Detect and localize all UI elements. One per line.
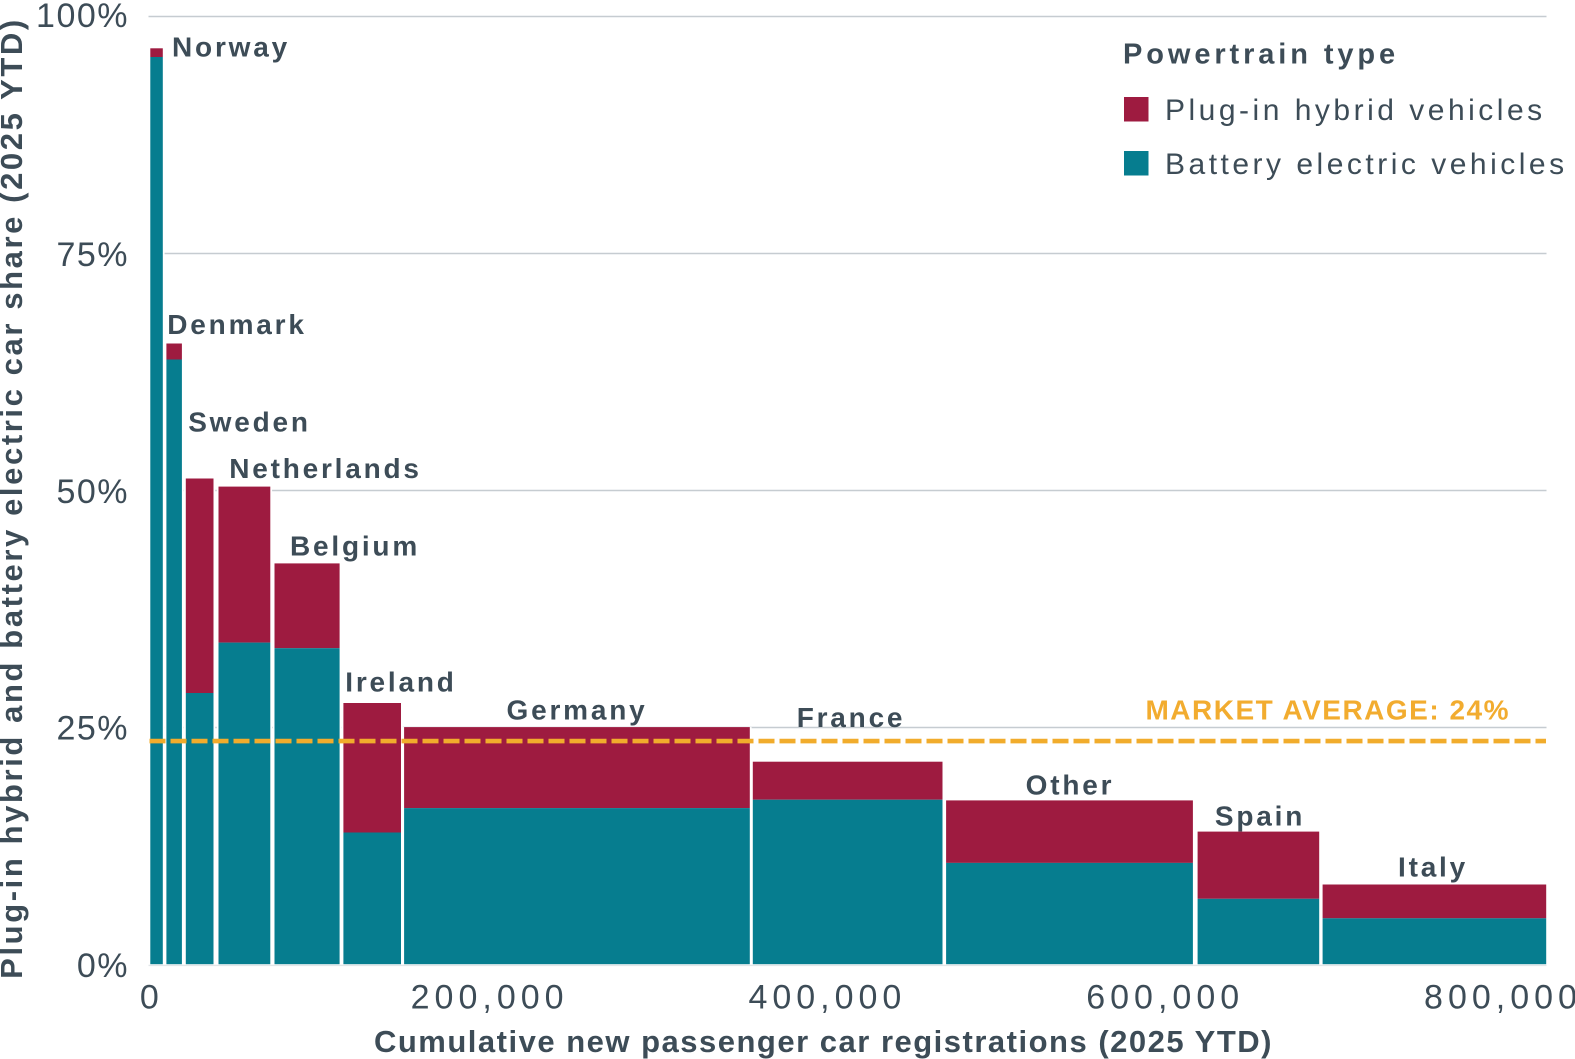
- svg-text:Germany: Germany: [507, 695, 648, 726]
- svg-text:50%: 50%: [56, 473, 129, 511]
- svg-text:75%: 75%: [56, 236, 129, 274]
- svg-text:Norway: Norway: [172, 32, 290, 63]
- svg-text:0: 0: [140, 979, 164, 1017]
- svg-text:Powertrain type: Powertrain type: [1123, 39, 1399, 71]
- svg-text:100%: 100%: [36, 0, 129, 35]
- svg-text:25%: 25%: [56, 710, 129, 748]
- svg-text:0%: 0%: [77, 947, 129, 985]
- svg-text:Belgium: Belgium: [290, 531, 420, 562]
- svg-text:France: France: [797, 702, 906, 733]
- svg-text:Battery electric vehicles: Battery electric vehicles: [1165, 148, 1568, 181]
- svg-text:Other: Other: [1026, 770, 1115, 801]
- svg-text:MARKET AVERAGE: 24%: MARKET AVERAGE: 24%: [1145, 695, 1510, 726]
- svg-text:Cumulative new passenger car r: Cumulative new passenger car registratio…: [374, 1024, 1273, 1059]
- svg-text:Plug-in hybrid vehicles: Plug-in hybrid vehicles: [1165, 94, 1546, 127]
- svg-text:Plug-in hybrid and battery ele: Plug-in hybrid and battery electric car …: [0, 17, 29, 979]
- svg-text:Ireland: Ireland: [345, 667, 456, 698]
- svg-text:Spain: Spain: [1215, 801, 1305, 832]
- svg-text:600,000: 600,000: [1086, 979, 1244, 1017]
- svg-text:Denmark: Denmark: [167, 309, 306, 340]
- svg-text:Sweden: Sweden: [188, 407, 311, 438]
- svg-text:Netherlands: Netherlands: [229, 453, 422, 484]
- svg-text:400,000: 400,000: [748, 979, 906, 1017]
- svg-text:Italy: Italy: [1398, 852, 1468, 883]
- svg-text:200,000: 200,000: [411, 979, 569, 1017]
- svg-text:800,000: 800,000: [1424, 979, 1575, 1017]
